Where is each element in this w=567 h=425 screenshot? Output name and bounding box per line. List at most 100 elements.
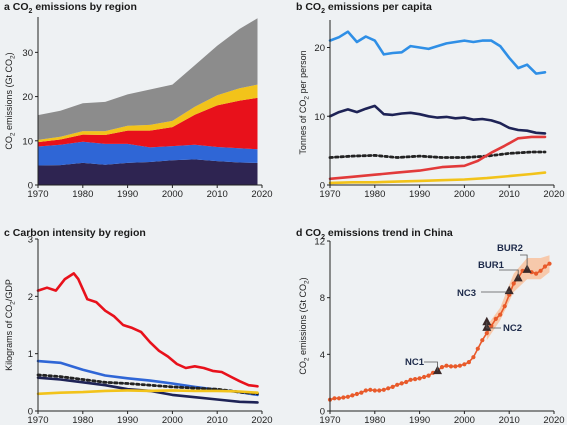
ylabel-subscript: 2: [304, 280, 311, 284]
data-point: [395, 382, 400, 387]
annotation-label: BUR1: [478, 260, 505, 271]
line-series-2: [328, 104, 547, 135]
x-tick-label: 1970: [27, 415, 48, 425]
ylabel-text: CO: [298, 361, 308, 375]
x-tick-label: 1970: [319, 189, 340, 200]
ylabel-text-end: ): [4, 52, 14, 55]
x-tick-label: 2020: [251, 189, 272, 200]
y-tick-label: 10: [314, 112, 325, 123]
x-tick-label: 1980: [364, 189, 385, 200]
x-tick-label: 2010: [499, 189, 520, 200]
y-tick-label: 0: [28, 407, 33, 418]
data-point: [439, 365, 445, 370]
data-point: [417, 376, 422, 381]
x-tick-label: 1990: [117, 189, 138, 200]
annotation-label: BUR2: [497, 243, 523, 254]
y-axis-label: CO2 emissions (Gt CO2): [4, 52, 17, 149]
panel-letter: b: [296, 1, 305, 13]
x-tick-label: 2020: [543, 415, 564, 425]
panel-letter: c: [4, 227, 13, 239]
area-series-4: [38, 84, 258, 143]
annotation-leader: [486, 321, 501, 329]
data-point: [381, 387, 386, 392]
y-axis-label: Tonnes of CO2 per person: [298, 50, 311, 154]
data-point: [444, 363, 449, 368]
x-tick-label: 1970: [319, 415, 340, 425]
data-point: [471, 355, 476, 360]
ylabel-subscript: 2: [10, 55, 17, 59]
data-point: [413, 377, 418, 382]
area-series-3: [38, 97, 258, 150]
y-axis-label: CO2 emissions (Gt CO2): [298, 277, 311, 374]
data-point: [511, 281, 516, 286]
y-tick-label: 8: [320, 293, 325, 304]
ylabel-subscript: 2: [10, 132, 17, 136]
data-point: [422, 374, 427, 380]
data-point: [547, 261, 552, 266]
x-tick-label: 1980: [72, 189, 93, 200]
data-point: [386, 386, 391, 391]
x-tick-label: 2020: [543, 189, 564, 200]
annotation-label: NC1: [405, 357, 425, 368]
y-tick-label: 10: [22, 136, 33, 147]
panel-d: d CO2 emissions trend in ChinaNC1NC2NC3B…: [296, 227, 565, 425]
title-text: CO: [305, 1, 321, 13]
data-point: [534, 271, 539, 276]
panel-c: c Carbon intensity by region 1970 1980 1990…: [4, 227, 273, 425]
title-text: CO: [13, 1, 29, 13]
x-tick-label: 1980: [364, 415, 385, 425]
data-point: [462, 362, 467, 367]
ylabel-text: CO: [4, 136, 14, 150]
x-tick-label: 2020: [251, 415, 272, 425]
y-tick-label: 0: [320, 407, 325, 418]
title-subscript: 2: [29, 8, 33, 15]
title-text-rest: emissions per capita: [325, 1, 432, 13]
x-tick-label: 2010: [207, 415, 228, 425]
data-point: [399, 381, 404, 386]
x-tick-label: 1980: [72, 415, 93, 425]
x-tick-label: 2010: [499, 415, 520, 425]
ylabel-text-rest: /GDP: [4, 279, 14, 301]
annotation-leader: [424, 361, 438, 371]
data-point: [453, 364, 458, 369]
data-point: [466, 360, 471, 365]
data-point: [493, 316, 498, 321]
line-series-5: [328, 171, 547, 185]
x-tick-label: 2010: [207, 189, 228, 200]
y-tick-label: 30: [22, 48, 33, 59]
x-tick-label: 2000: [162, 415, 183, 425]
y-tick-label: 0: [320, 181, 325, 192]
data-point: [390, 384, 395, 389]
ylabel-subscript: 2: [304, 96, 311, 100]
y-tick-label: 20: [22, 92, 33, 103]
panel-title: d CO2 emissions trend in China: [296, 227, 453, 241]
data-point: [480, 338, 485, 343]
data-point: [368, 387, 373, 392]
data-point: [359, 390, 364, 395]
data-point: [332, 396, 337, 401]
ylabel-text: Kilograms of CO: [4, 305, 14, 371]
ylabel-subscript: 2: [10, 301, 17, 305]
data-point: [336, 396, 342, 401]
title-text: CO: [305, 227, 321, 239]
area-series-2: [38, 141, 258, 166]
data-point: [498, 312, 503, 317]
data-point: [341, 395, 346, 400]
x-tick-label: 2000: [454, 189, 475, 200]
data-point: [457, 363, 462, 368]
panel-letter: d: [296, 227, 305, 239]
data-point: [377, 388, 382, 393]
ylabel-subscript: 2: [304, 357, 311, 361]
annotation-leader: [481, 290, 510, 293]
ylabel-text-rest: per person: [298, 50, 308, 96]
panel-title: b CO2 emissions per capita: [296, 1, 432, 15]
x-tick-label: 1990: [117, 415, 138, 425]
data-point: [363, 388, 368, 393]
y-tick-label: 0: [28, 181, 33, 192]
data-point: [345, 394, 350, 399]
data-point: [448, 364, 454, 369]
